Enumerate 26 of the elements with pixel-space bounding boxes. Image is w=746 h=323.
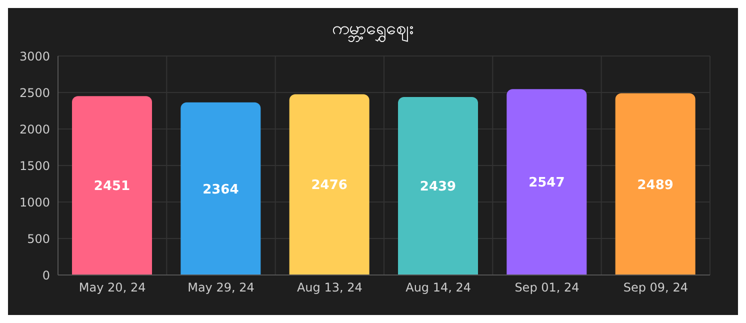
x-tick-label: Aug 14, 24 (406, 280, 472, 295)
bar (506, 89, 587, 275)
x-tick-label: Aug 13, 24 (296, 280, 362, 295)
data-label: 2364 (202, 182, 239, 198)
data-label: 2489 (637, 178, 674, 193)
bar (398, 96, 478, 275)
data-label: 2439 (420, 180, 456, 195)
bar (72, 96, 152, 275)
bar (289, 94, 370, 275)
chart-title: ကမ္ဘာ့ရွှေဈေး (331, 17, 415, 43)
x-tick-label: Sep 01, 24 (514, 280, 580, 295)
x-tick-label: May 29, 24 (188, 280, 254, 295)
y-tick-label: 1000 (19, 195, 50, 210)
data-label: 2476 (311, 178, 348, 194)
y-tick-label: 0 (42, 268, 50, 282)
data-label: 2451 (94, 179, 130, 194)
y-tick-label: 500 (27, 232, 50, 246)
y-tick-label: 1500 (19, 158, 50, 173)
data-label: 2547 (528, 176, 565, 191)
x-tick-label: Sep 09, 24 (623, 280, 688, 295)
bar (180, 102, 261, 275)
x-tick-label: May 20, 24 (78, 280, 146, 295)
y-tick-label: 2500 (19, 86, 50, 100)
bar (615, 93, 696, 275)
y-tick-label: 2000 (19, 122, 50, 136)
y-tick-label: 3000 (19, 49, 50, 64)
